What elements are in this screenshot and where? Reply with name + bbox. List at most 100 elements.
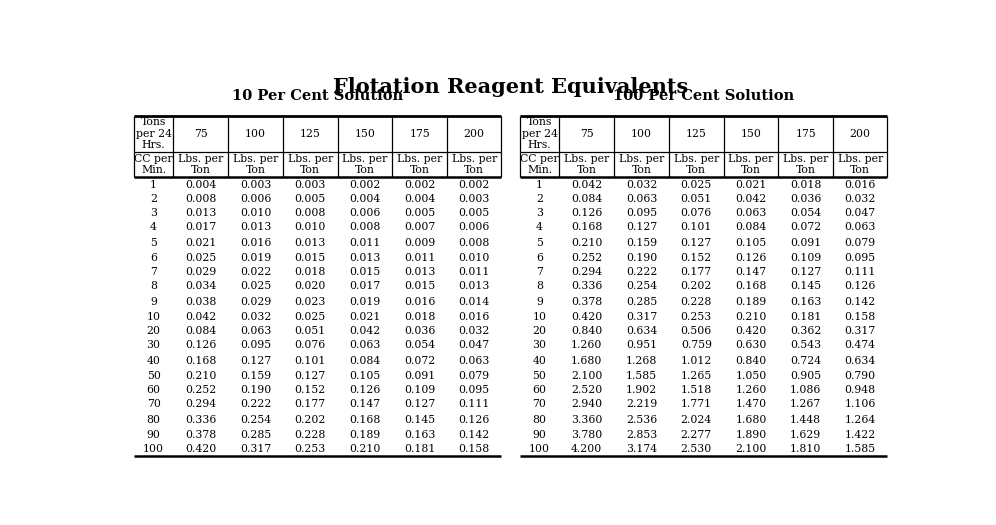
Text: 0.004: 0.004: [404, 194, 435, 204]
Text: Lbs. per
Ton: Lbs. per Ton: [178, 154, 223, 175]
Text: 0.006: 0.006: [458, 223, 490, 233]
Text: Flotation Reagent Equivalents: Flotation Reagent Equivalents: [333, 77, 688, 97]
Text: 0.079: 0.079: [458, 371, 490, 381]
Text: 0.506: 0.506: [680, 326, 712, 336]
Text: 0.127: 0.127: [680, 238, 712, 248]
Text: 100: 100: [631, 129, 652, 139]
Text: Lbs. per
Ton: Lbs. per Ton: [783, 154, 829, 175]
Text: 1.264: 1.264: [845, 415, 875, 425]
Text: 1.012: 1.012: [680, 356, 712, 366]
Text: 0.022: 0.022: [240, 267, 271, 277]
Text: 0.126: 0.126: [571, 208, 603, 218]
Text: 2.940: 2.940: [571, 399, 603, 409]
Text: 0.008: 0.008: [350, 223, 380, 233]
Text: 0.142: 0.142: [845, 297, 875, 308]
Text: 200: 200: [464, 129, 485, 139]
Text: 1.810: 1.810: [790, 444, 822, 454]
Text: 0.010: 0.010: [240, 208, 271, 218]
Text: 0.014: 0.014: [458, 297, 490, 308]
Text: 0.163: 0.163: [404, 429, 435, 439]
Text: 0.147: 0.147: [735, 267, 767, 277]
Text: 0.285: 0.285: [625, 297, 657, 308]
Text: 0.202: 0.202: [680, 281, 712, 291]
Text: 0.025: 0.025: [185, 253, 216, 262]
Text: 0.021: 0.021: [350, 312, 380, 322]
Text: 0.210: 0.210: [350, 444, 380, 454]
Text: 125: 125: [686, 129, 707, 139]
Text: 0.336: 0.336: [185, 415, 216, 425]
Text: 0.634: 0.634: [845, 356, 875, 366]
Text: 0.005: 0.005: [404, 208, 435, 218]
Text: 0.252: 0.252: [571, 253, 603, 262]
Text: 3: 3: [150, 208, 157, 218]
Text: 0.047: 0.047: [458, 340, 490, 350]
Text: 2.853: 2.853: [625, 429, 657, 439]
Text: 0.003: 0.003: [295, 180, 326, 190]
Text: 0.004: 0.004: [350, 194, 380, 204]
Text: 0.019: 0.019: [350, 297, 380, 308]
Text: 2.520: 2.520: [571, 385, 603, 395]
Text: 1.267: 1.267: [790, 399, 822, 409]
Text: Lbs. per
Ton: Lbs. per Ton: [397, 154, 442, 175]
Text: 3.174: 3.174: [625, 444, 657, 454]
Text: Lbs. per
Ton: Lbs. per Ton: [233, 154, 278, 175]
Text: 1: 1: [150, 180, 157, 190]
Text: 0.084: 0.084: [350, 356, 380, 366]
Text: 0.006: 0.006: [240, 194, 271, 204]
Text: 0.004: 0.004: [185, 180, 216, 190]
Text: 0.032: 0.032: [458, 326, 490, 336]
Text: 0.127: 0.127: [295, 371, 326, 381]
Text: 0.076: 0.076: [295, 340, 326, 350]
Text: 0.063: 0.063: [240, 326, 271, 336]
Text: 0.025: 0.025: [295, 312, 326, 322]
Text: Lbs. per
Ton: Lbs. per Ton: [673, 154, 719, 175]
Text: 0.168: 0.168: [571, 223, 603, 233]
Text: 0.002: 0.002: [458, 180, 490, 190]
Text: 0.084: 0.084: [185, 326, 216, 336]
Text: 0.189: 0.189: [735, 297, 767, 308]
Text: 2: 2: [150, 194, 157, 204]
Text: 125: 125: [300, 129, 321, 139]
Text: 0.095: 0.095: [625, 208, 657, 218]
Text: 0.190: 0.190: [625, 253, 657, 262]
Text: 1: 1: [536, 180, 543, 190]
Text: 30: 30: [533, 340, 547, 350]
Text: 0.013: 0.013: [185, 208, 216, 218]
Text: Lbs. per
Ton: Lbs. per Ton: [288, 154, 333, 175]
Text: 0.006: 0.006: [350, 208, 380, 218]
Text: 1.260: 1.260: [735, 385, 767, 395]
Text: 0.145: 0.145: [790, 281, 822, 291]
Text: 0.109: 0.109: [790, 253, 822, 262]
Text: 60: 60: [146, 385, 160, 395]
Text: CC per
Min.: CC per Min.: [134, 154, 173, 175]
Text: 6: 6: [150, 253, 157, 262]
Text: 0.111: 0.111: [458, 399, 490, 409]
Text: 0.063: 0.063: [735, 208, 767, 218]
Text: 0.474: 0.474: [845, 340, 875, 350]
Text: 0.042: 0.042: [185, 312, 216, 322]
Text: 0.222: 0.222: [240, 399, 271, 409]
Text: 0.015: 0.015: [404, 281, 435, 291]
Text: 1.448: 1.448: [790, 415, 822, 425]
Text: 0.168: 0.168: [185, 356, 216, 366]
Text: 0.177: 0.177: [295, 399, 326, 409]
Text: 0.163: 0.163: [790, 297, 822, 308]
Text: 4.200: 4.200: [571, 444, 603, 454]
Text: 0.759: 0.759: [680, 340, 712, 350]
Text: 0.317: 0.317: [240, 444, 271, 454]
Text: 0.063: 0.063: [350, 340, 380, 350]
Text: 0.017: 0.017: [350, 281, 380, 291]
Text: 0.019: 0.019: [240, 253, 271, 262]
Text: 1.470: 1.470: [735, 399, 767, 409]
Text: 1.771: 1.771: [680, 399, 712, 409]
Text: 0.007: 0.007: [404, 223, 435, 233]
Text: 0.222: 0.222: [625, 267, 657, 277]
Text: 5: 5: [536, 238, 543, 248]
Text: 0.005: 0.005: [458, 208, 490, 218]
Text: 0.016: 0.016: [404, 297, 435, 308]
Text: 0.336: 0.336: [571, 281, 603, 291]
Text: 30: 30: [146, 340, 160, 350]
Text: 80: 80: [533, 415, 547, 425]
Text: 0.018: 0.018: [295, 267, 326, 277]
Text: 0.018: 0.018: [404, 312, 435, 322]
